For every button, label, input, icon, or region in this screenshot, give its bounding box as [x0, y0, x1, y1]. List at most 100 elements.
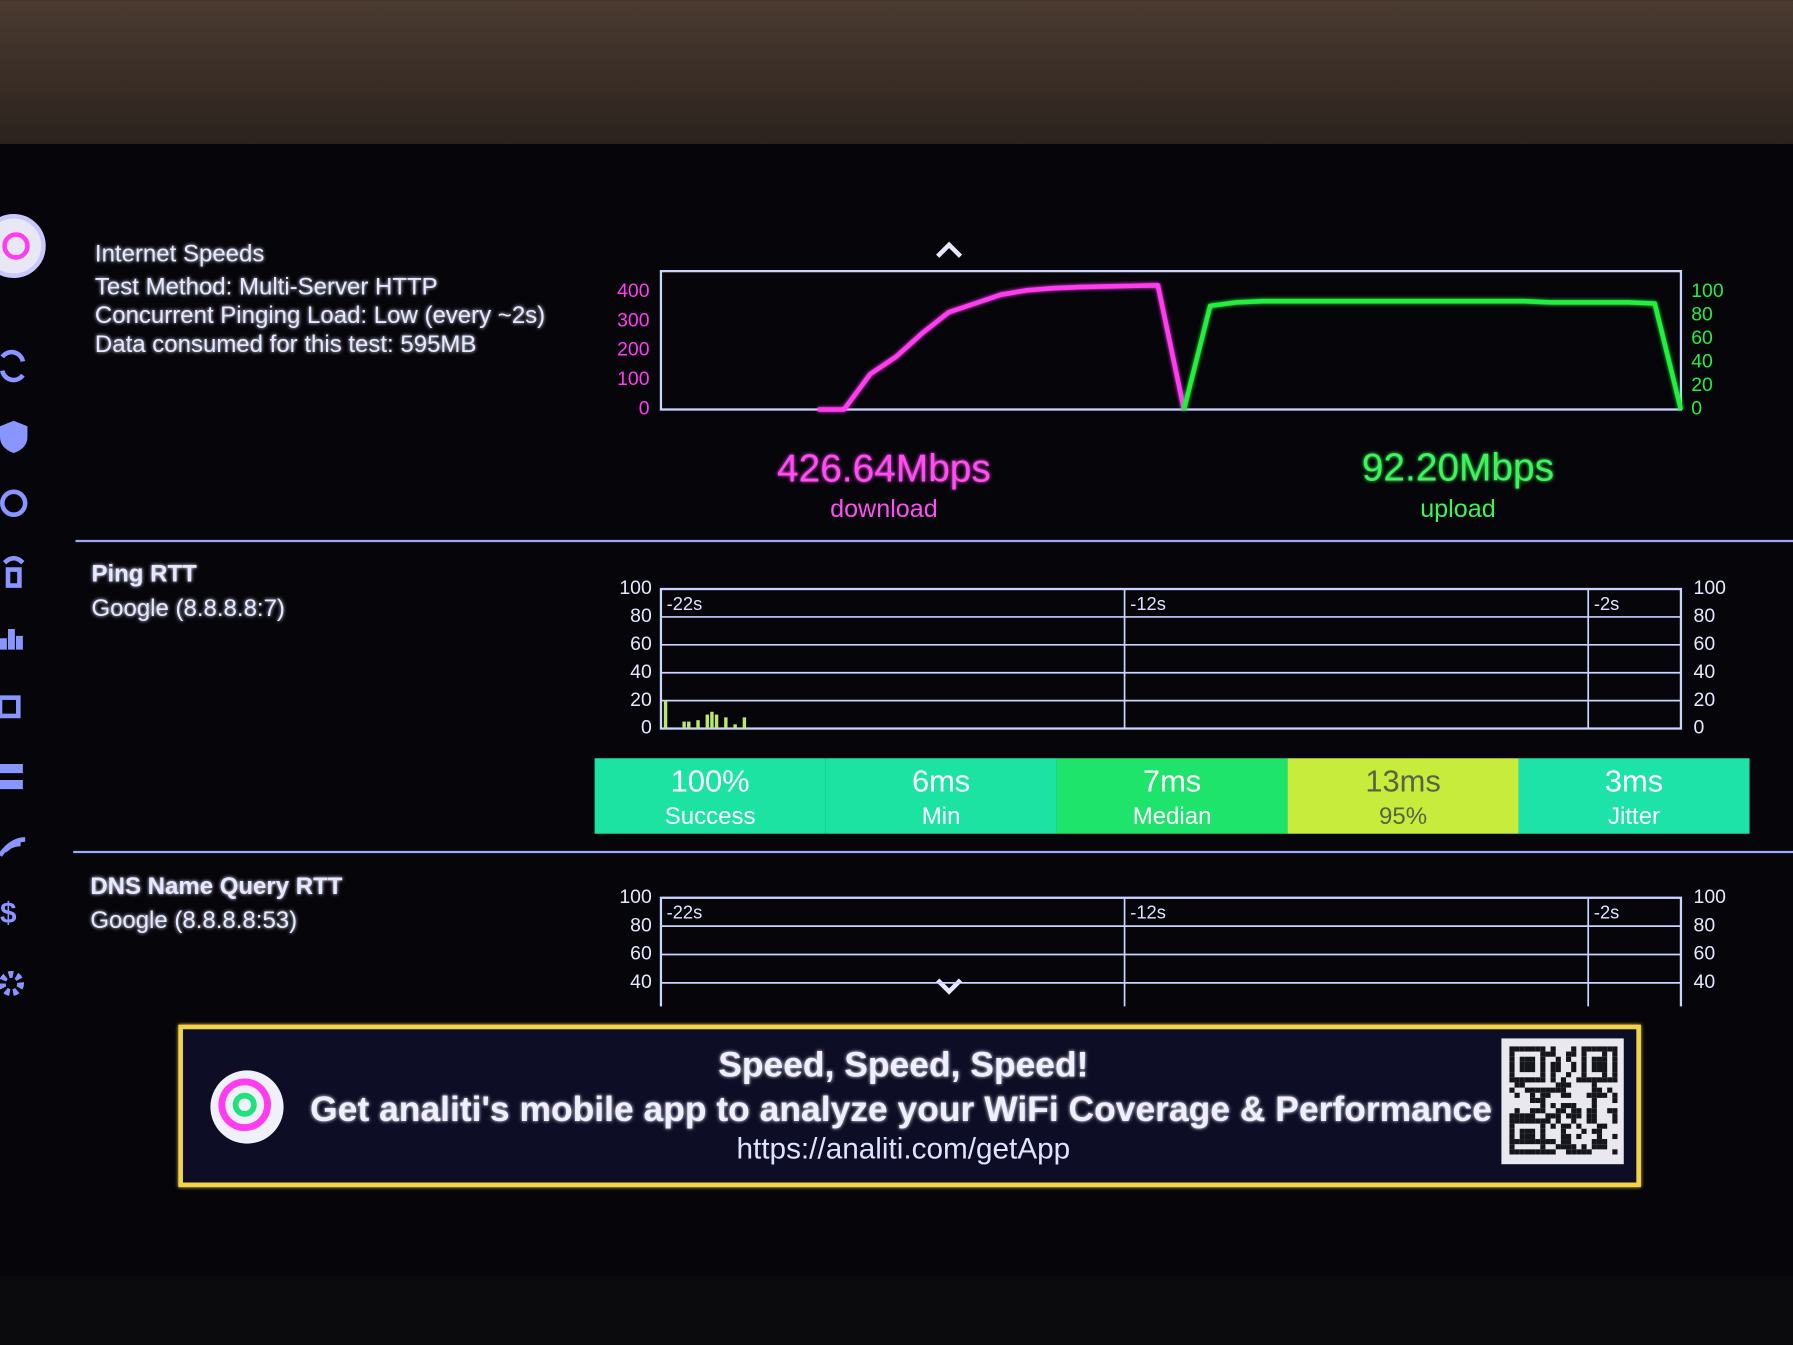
ping-bar: [714, 714, 719, 729]
banner[interactable]: Speed, Speed, Speed! Get analiti's mobil…: [178, 1024, 1641, 1188]
qr-module: [1591, 1128, 1597, 1134]
qr-module: [1519, 1139, 1525, 1145]
qr-module: [1529, 1061, 1536, 1068]
y2-tick-label: 100: [1694, 886, 1727, 908]
qr-module: [1591, 1056, 1597, 1062]
qr-module: [1602, 1046, 1608, 1052]
scroll-down[interactable]: [936, 978, 963, 995]
detail: Concurrent Pinging Load: Low (every ~2s): [95, 302, 545, 329]
section-title: DNS Name Query RTT: [90, 873, 342, 900]
qr-module: [1591, 1103, 1597, 1109]
chart-icon[interactable]: [0, 629, 23, 650]
shield-icon[interactable]: [0, 420, 28, 454]
qr-module: [1607, 1077, 1613, 1083]
qr-module: [1586, 1092, 1592, 1098]
qr-module: [1576, 1123, 1582, 1129]
y2-tick-label: 20: [1694, 689, 1716, 711]
y-tick-label: 100: [619, 886, 652, 908]
qr-module: [1612, 1108, 1618, 1114]
qr-module: [1509, 1087, 1515, 1093]
globe-icon[interactable]: [0, 489, 28, 517]
qr-module: [1529, 1108, 1536, 1114]
y2-tick-label: 0: [1694, 717, 1705, 739]
qr-module: [1540, 1139, 1546, 1145]
qr-module: [1591, 1144, 1597, 1150]
qr-module: [1555, 1067, 1561, 1073]
settings-icon[interactable]: [0, 970, 25, 997]
qr-module: [1529, 1149, 1536, 1155]
qr-module: [1591, 1139, 1597, 1145]
y2-tick-label: 80: [1694, 605, 1716, 627]
wifi-icon[interactable]: [0, 837, 26, 857]
qr-module: [1560, 1103, 1567, 1109]
qr-module: [1612, 1097, 1618, 1104]
qr-module: [1545, 1118, 1551, 1124]
logo-ring: [232, 1092, 257, 1117]
qr-module: [1581, 1051, 1587, 1057]
refresh-icon[interactable]: [0, 349, 26, 383]
qr-module: [1560, 1082, 1567, 1088]
qr-module: [1509, 1067, 1515, 1073]
banner-frame[interactable]: [178, 1024, 1641, 1188]
detail: Test Method: Multi-Server HTTP: [95, 274, 438, 301]
qr-module: [1566, 1144, 1572, 1150]
stat-label: Success: [665, 803, 756, 830]
router-icon[interactable]: [2, 555, 25, 588]
scroll-up[interactable]: [936, 241, 963, 258]
qr-module: [1612, 1056, 1618, 1062]
qr-module: [1540, 1087, 1546, 1093]
qr-module: [1560, 1108, 1567, 1114]
y-tick-label: 40: [630, 971, 652, 993]
qr-module: [1545, 1139, 1551, 1145]
server-icon[interactable]: [0, 763, 23, 790]
dollar-icon[interactable]: $: [0, 897, 17, 930]
banner-title: Speed, Speed, Speed!: [718, 1044, 1088, 1084]
stat-value: 3ms: [1605, 764, 1663, 799]
y-tick-label: 0: [641, 717, 652, 739]
qr-module: [1540, 1092, 1546, 1098]
app-logo[interactable]: [0, 213, 46, 278]
y-tick-label: 60: [630, 633, 652, 655]
qr-module: [1566, 1139, 1572, 1145]
qr-module: [1540, 1133, 1546, 1140]
qr-module: [1581, 1077, 1587, 1083]
qr-module: [1591, 1113, 1597, 1119]
qr-module: [1550, 1051, 1556, 1057]
qr-module: [1596, 1077, 1603, 1083]
qr-module: [1571, 1051, 1577, 1057]
series-line: [1181, 298, 1684, 411]
qr-module: [1550, 1149, 1556, 1155]
y2-tick-label: 60: [1691, 327, 1713, 349]
qr-module: [1524, 1077, 1530, 1083]
qr-module: [1566, 1051, 1572, 1057]
qr-module: [1566, 1072, 1572, 1078]
y-tick-label: 80: [630, 914, 652, 936]
qr-module: [1612, 1092, 1618, 1098]
devices-icon[interactable]: [0, 695, 21, 719]
qr-module: [1524, 1139, 1530, 1145]
qr-module: [1535, 1087, 1541, 1093]
target: Google (8.8.8.8:7): [91, 595, 284, 622]
banner-url[interactable]: https://analiti.com/getApp: [737, 1132, 1071, 1165]
qr-module: [1586, 1113, 1592, 1119]
qr-module: [1509, 1113, 1515, 1119]
qr-module: [1535, 1139, 1541, 1145]
qr-module: [1612, 1046, 1618, 1052]
ping-bar: [696, 720, 700, 729]
rtt-chart: -22s -12s -2s: [659, 587, 1683, 730]
qr-module: [1566, 1082, 1572, 1088]
qr-module: [1540, 1056, 1546, 1062]
qr-module: [1581, 1046, 1587, 1052]
y2-tick-label: 40: [1694, 971, 1716, 993]
qr-module: [1535, 1046, 1541, 1052]
wall: [0, 0, 1793, 145]
stat-label: Median: [1133, 803, 1212, 830]
qr-module: [1545, 1092, 1551, 1098]
qr-module: [1529, 1133, 1536, 1140]
qr-module: [1566, 1113, 1572, 1119]
qr-module: [1550, 1046, 1556, 1052]
qr-module: [1596, 1139, 1603, 1145]
qr-module: [1612, 1067, 1618, 1073]
qr-module: [1545, 1149, 1551, 1155]
